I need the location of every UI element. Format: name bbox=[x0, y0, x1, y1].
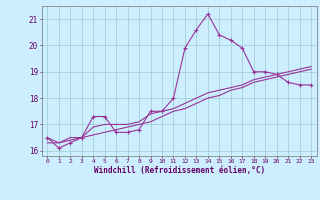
X-axis label: Windchill (Refroidissement éolien,°C): Windchill (Refroidissement éolien,°C) bbox=[94, 166, 265, 175]
